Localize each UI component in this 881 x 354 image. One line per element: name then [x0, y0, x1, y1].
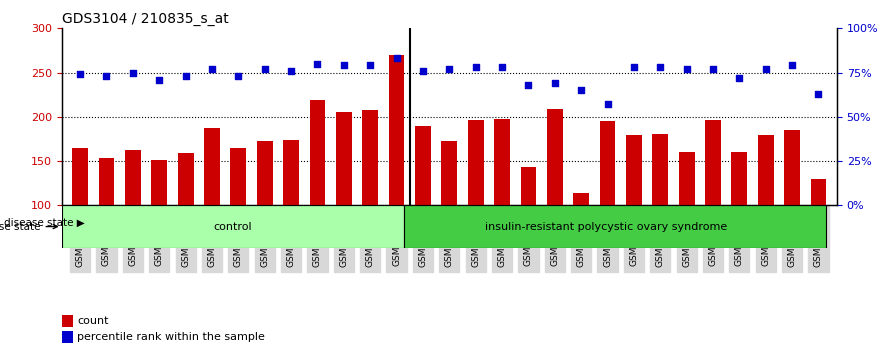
Bar: [62, 315, 73, 327]
Point: [679, 66, 693, 72]
Bar: [468, 120, 484, 294]
Point: [179, 73, 193, 79]
Point: [126, 70, 140, 75]
Bar: [204, 129, 220, 294]
Point: [653, 64, 667, 70]
Text: disease state ▶: disease state ▶: [4, 218, 85, 228]
FancyBboxPatch shape: [62, 205, 404, 248]
Bar: [231, 148, 247, 294]
Bar: [705, 120, 721, 294]
Point: [495, 64, 509, 70]
Point: [310, 61, 324, 67]
Point: [601, 102, 615, 107]
Point: [389, 56, 403, 61]
Point: [337, 63, 351, 68]
Bar: [62, 331, 73, 343]
Text: control: control: [214, 222, 252, 232]
Bar: [678, 152, 694, 294]
Bar: [336, 112, 352, 294]
Bar: [494, 120, 510, 294]
Point: [627, 64, 641, 70]
Point: [232, 73, 246, 79]
Point: [416, 68, 430, 74]
Bar: [415, 126, 431, 294]
Bar: [758, 135, 774, 294]
Bar: [152, 160, 167, 294]
Point: [205, 66, 219, 72]
FancyBboxPatch shape: [404, 205, 826, 248]
Text: count: count: [78, 316, 108, 326]
Bar: [574, 193, 589, 294]
Bar: [125, 149, 141, 294]
Bar: [99, 159, 115, 294]
Bar: [652, 133, 668, 294]
Point: [811, 91, 825, 97]
Bar: [441, 141, 457, 294]
Point: [442, 66, 456, 72]
Point: [152, 77, 167, 82]
Bar: [309, 100, 325, 294]
Bar: [72, 148, 88, 294]
Point: [284, 68, 298, 74]
Point: [759, 66, 773, 72]
Point: [257, 66, 271, 72]
Bar: [362, 110, 378, 294]
Bar: [389, 55, 404, 294]
Bar: [547, 109, 563, 294]
Point: [785, 63, 799, 68]
Bar: [256, 141, 272, 294]
Bar: [521, 167, 537, 294]
Text: GDS3104 / 210835_s_at: GDS3104 / 210835_s_at: [62, 12, 228, 26]
Bar: [731, 152, 747, 294]
Text: disease state: disease state: [0, 222, 57, 232]
Bar: [178, 153, 194, 294]
Point: [363, 63, 377, 68]
Text: insulin-resistant polycystic ovary syndrome: insulin-resistant polycystic ovary syndr…: [485, 222, 728, 232]
Point: [574, 87, 589, 93]
Point: [100, 73, 114, 79]
Point: [73, 72, 87, 77]
Text: percentile rank within the sample: percentile rank within the sample: [78, 332, 265, 342]
Point: [732, 75, 746, 81]
Bar: [283, 140, 299, 294]
Bar: [600, 121, 616, 294]
Point: [706, 66, 720, 72]
Bar: [811, 179, 826, 294]
Point: [522, 82, 536, 88]
Point: [469, 64, 483, 70]
Bar: [626, 135, 642, 294]
Point: [548, 80, 562, 86]
Bar: [784, 130, 800, 294]
